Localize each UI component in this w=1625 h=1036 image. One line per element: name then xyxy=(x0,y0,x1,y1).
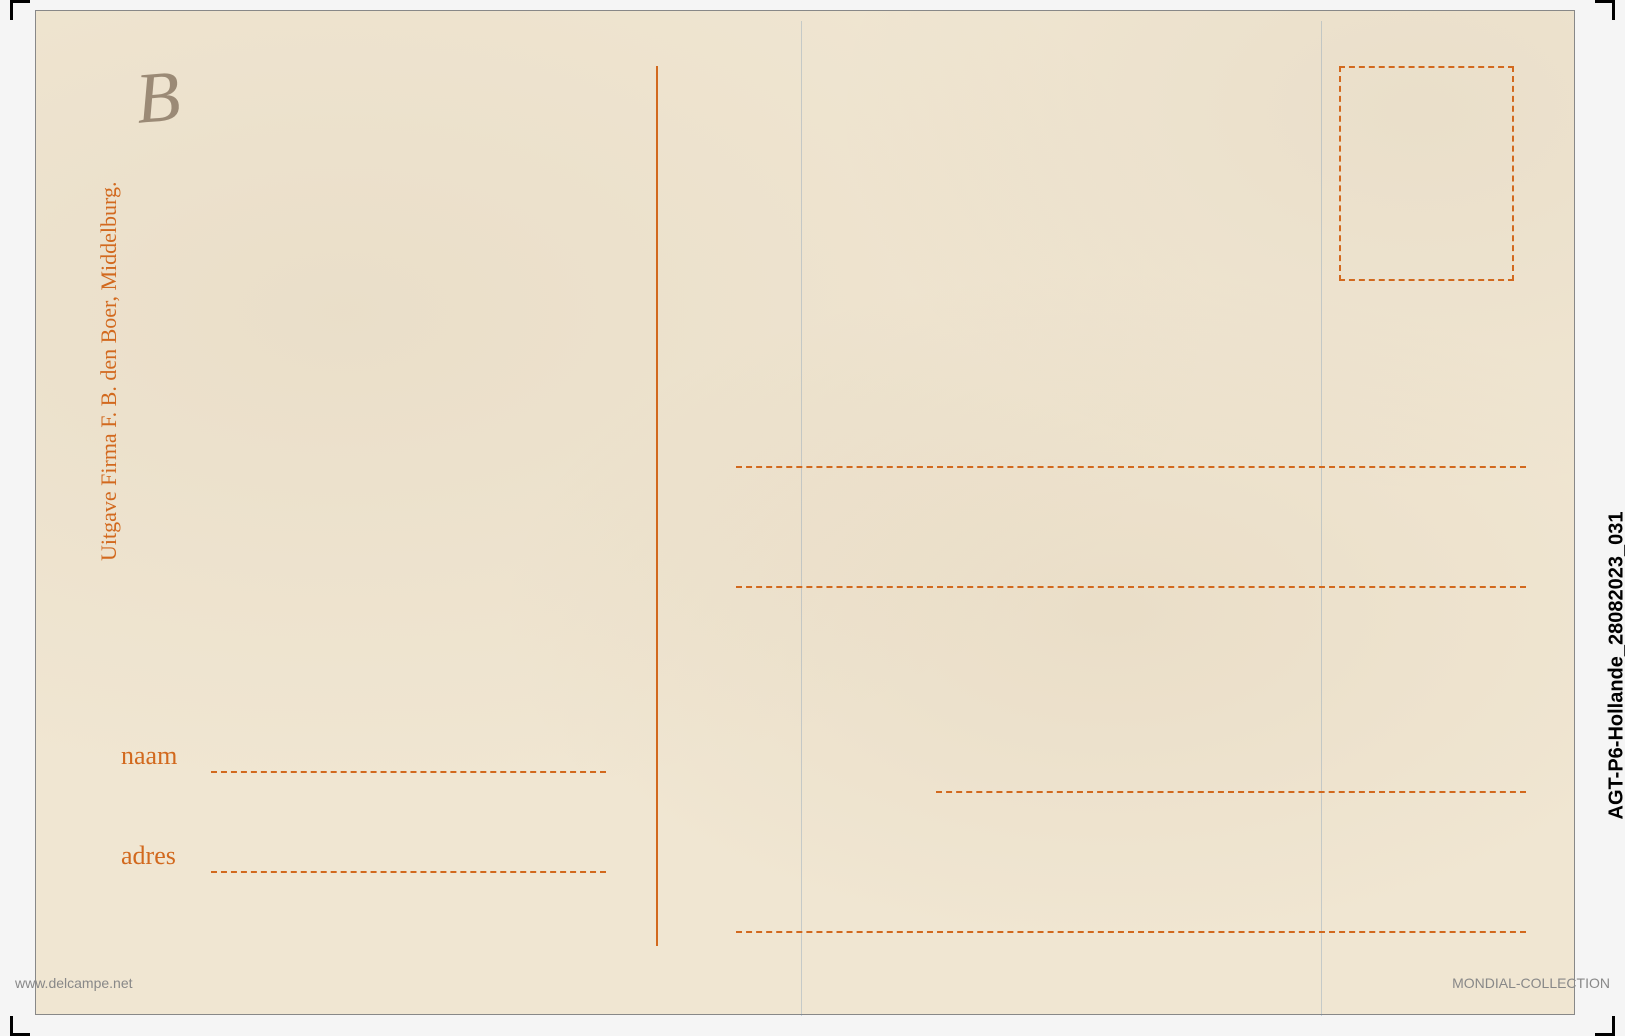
adres-line xyxy=(211,871,606,873)
address-line xyxy=(736,931,1526,933)
publisher-imprint: Uitgave Firma F. B. den Boer, Middelburg… xyxy=(96,182,122,561)
crop-corner-bl xyxy=(10,1016,30,1036)
naam-label: naam xyxy=(121,741,177,771)
guide-line-1 xyxy=(801,21,802,1016)
center-divider xyxy=(656,66,658,946)
guide-line-2 xyxy=(1321,21,1322,1016)
stamp-placeholder xyxy=(1339,66,1514,281)
handwritten-mark: B xyxy=(132,54,183,141)
watermark-source: www.delcampe.net xyxy=(15,975,133,991)
scan-reference-id: AGT-P6-Hollande_28082023_031 xyxy=(1606,512,1625,820)
crop-corner-br xyxy=(1595,1016,1615,1036)
adres-label: adres xyxy=(121,841,176,871)
address-line xyxy=(936,791,1526,793)
address-line xyxy=(736,586,1526,588)
postcard-back: B Uitgave Firma F. B. den Boer, Middelbu… xyxy=(35,10,1575,1015)
watermark-collection: MONDIAL-COLLECTION xyxy=(1452,975,1610,991)
crop-corner-tr xyxy=(1595,0,1615,20)
naam-line xyxy=(211,771,606,773)
address-line xyxy=(736,466,1526,468)
crop-corner-tl xyxy=(10,0,30,20)
